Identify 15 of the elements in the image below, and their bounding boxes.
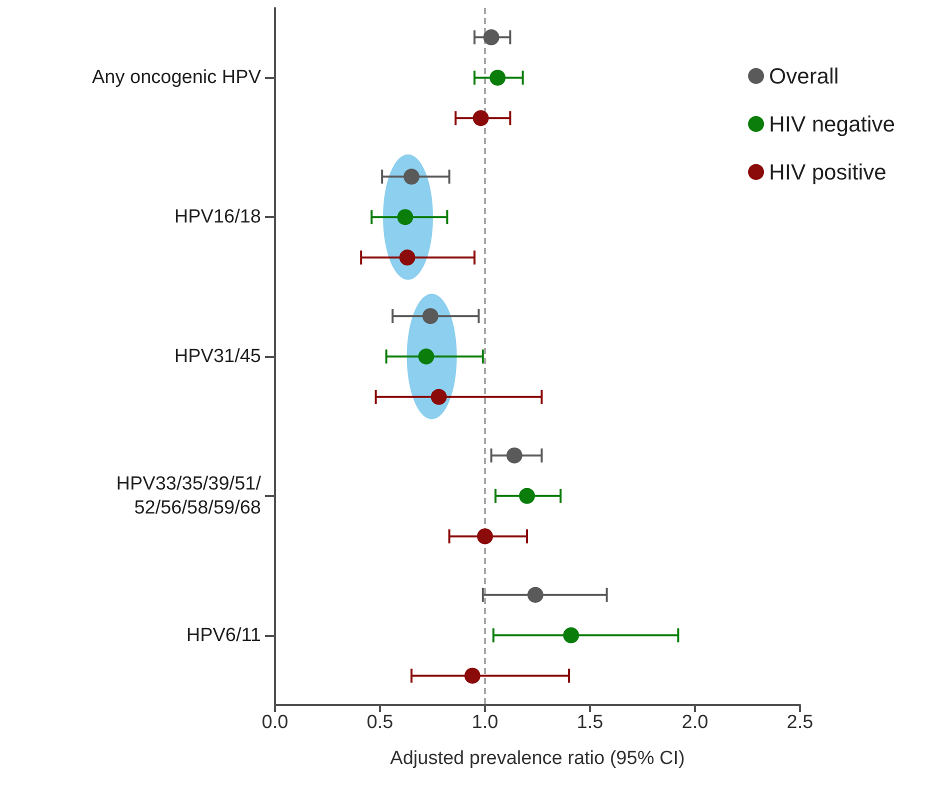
x-tick-label: 0.5 — [366, 712, 394, 733]
x-tick-label: 2.5 — [786, 712, 814, 733]
x-tick-label: 0.0 — [262, 712, 288, 733]
x-tick-label: 1.0 — [472, 712, 498, 733]
x-tick-label: 2.0 — [682, 712, 708, 733]
legend-label: HIV positive — [769, 160, 886, 184]
y-tick-label: HPV6/11 — [186, 624, 261, 646]
y-tick-label: HPV16/18 — [174, 206, 261, 228]
x-tick-label: 1.5 — [576, 712, 604, 733]
y-tick-label: HPV31/45 — [174, 346, 261, 367]
legend-label: HIV negative — [769, 112, 896, 136]
y-tick-label: Any oncogenic HPV — [92, 67, 262, 88]
legend-label: Overall — [769, 64, 839, 88]
x-axis-title: Adjusted prevalence ratio (95% CI) — [390, 748, 685, 769]
y-tick-label: HPV33/35/39/51/ 52/56/58/59/68 — [116, 473, 262, 518]
